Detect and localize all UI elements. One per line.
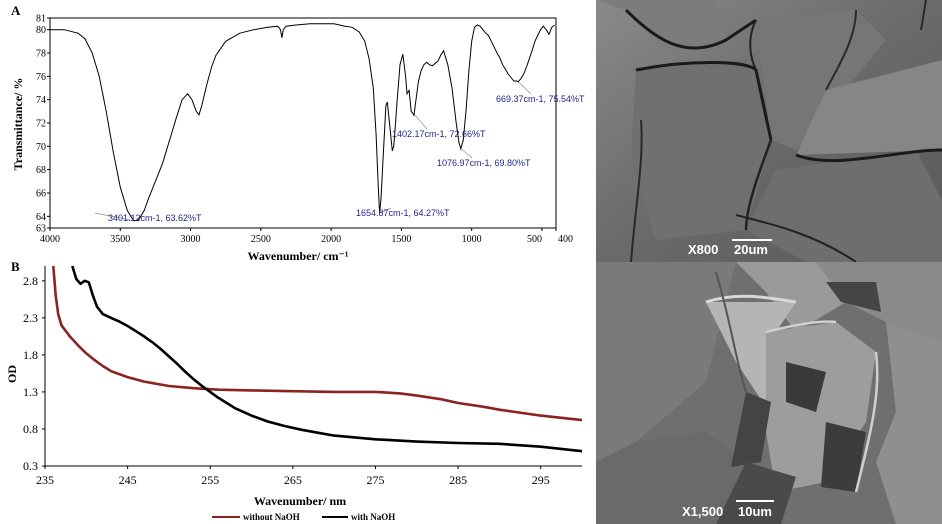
- ftir-x-tick-label: 1000: [462, 234, 482, 245]
- sem-image-d: X1,500 10um: [596, 262, 942, 524]
- uv-x-tick-label: 245: [119, 473, 137, 487]
- ftir-x-tick-label: 3000: [181, 234, 201, 245]
- uv-y-tick-label: 0.8: [23, 422, 38, 436]
- ftir-peak-annotation: 1076.97cm-1, 69.80%T: [437, 158, 531, 168]
- uv-legend: without NaOH with NaOH: [212, 512, 395, 522]
- ftir-annotation-leader: [94, 212, 135, 222]
- ftir-y-tick-label: 63: [36, 224, 46, 235]
- sem-d-scale-bar: [736, 500, 774, 502]
- ftir-y-tick-label: 68: [36, 165, 46, 176]
- uv-x-tick-label: 275: [366, 473, 384, 487]
- ftir-x-tick-label: 500: [527, 234, 542, 245]
- panel-letter-b: B: [11, 259, 20, 274]
- ftir-peak-annotation: 3401.12cm-1, 63.62%T: [108, 213, 202, 223]
- uv-x-tick-label: 255: [201, 473, 219, 487]
- uv-series-with-naoh: [71, 265, 583, 453]
- ftir-y-tick-label: 70: [36, 142, 46, 153]
- ftir-series-line: [50, 23, 555, 222]
- ftir-x-axis-title: Wavenumber/ cm⁻¹: [248, 249, 349, 260]
- uv-x-tick-label: 285: [449, 473, 467, 487]
- ftir-peak-annotation: 1654.87cm-1, 64.27%T: [356, 208, 450, 218]
- ftir-annotation-leader: [460, 148, 473, 159]
- ftir-y-tick-label: 78: [36, 49, 46, 60]
- panel-letter-a: A: [11, 3, 21, 18]
- sem-c-scale-bar: [732, 239, 772, 241]
- ftir-x-tick-label: 4000: [40, 234, 60, 245]
- uv-y-tick-label: 2.3: [23, 311, 38, 325]
- ftir-y-tick-label: 76: [36, 72, 46, 83]
- ftir-y-tick-label: 80: [36, 25, 46, 36]
- ftir-x-tick-label: 3500: [110, 234, 130, 245]
- uv-y-tick-label: 0.3: [23, 459, 38, 473]
- sem-texture-c: [596, 0, 942, 262]
- sem-d-scale-label: 10um: [738, 504, 772, 519]
- legend-label-with-naoh: with NaOH: [351, 512, 395, 522]
- ftir-peak-annotation: 669.37cm-1, 75.54%T: [496, 94, 585, 104]
- uv-x-tick-label: 295: [532, 473, 550, 487]
- uv-y-tick-label: 1.8: [23, 348, 38, 362]
- uv-x-tick-label: 265: [284, 473, 302, 487]
- uv-y-axis-title: OD: [5, 365, 19, 383]
- uv-y-tick-label: 2.8: [23, 274, 38, 288]
- ftir-y-tick-label: 74: [36, 95, 46, 106]
- ftir-y-tick-label: 66: [36, 189, 46, 200]
- uv-x-tick-label: 235: [36, 473, 54, 487]
- ftir-y-tick-label: 64: [36, 212, 46, 223]
- ftir-x-tick-label: 400: [558, 234, 573, 245]
- uv-x-axis-title: Wavenumber/ nm: [254, 494, 346, 508]
- ftir-x-tick-label: 2500: [251, 234, 271, 245]
- sem-c-magnification: X800: [688, 242, 719, 257]
- uv-vis-chart: 235 245 255 265 275 285 2950.30.81.31.82.32.8 …: [5, 265, 583, 522]
- ftir-annotation-leader: [517, 81, 532, 95]
- uv-y-tick-label: 1.3: [23, 385, 38, 399]
- sem-d-magnification: X1,500: [682, 504, 724, 519]
- ftir-annotation-leader: [379, 207, 392, 214]
- ftir-plot-frame: [49, 17, 557, 229]
- ftir-y-tick-label: 81: [36, 14, 46, 25]
- ftir-y-axis-title: Transmittance/ %: [11, 78, 25, 171]
- legend-label-without-naoh: without NaOH: [243, 512, 300, 522]
- ftir-x-tick-label: 2000: [321, 234, 341, 245]
- ftir-x-tick-label: 1500: [391, 234, 411, 245]
- ftir-y-tick-label: 72: [36, 119, 46, 130]
- sem-texture-d: [596, 262, 942, 524]
- sem-c-scale-label: 20um: [734, 242, 768, 257]
- ftir-annotation-leader: [414, 115, 428, 130]
- ftir-peak-annotation: 1402.17cm-1, 72.66%T: [392, 129, 486, 139]
- sem-image-c: X800 20um: [596, 0, 942, 262]
- uv-series-without-naoh: [52, 265, 583, 422]
